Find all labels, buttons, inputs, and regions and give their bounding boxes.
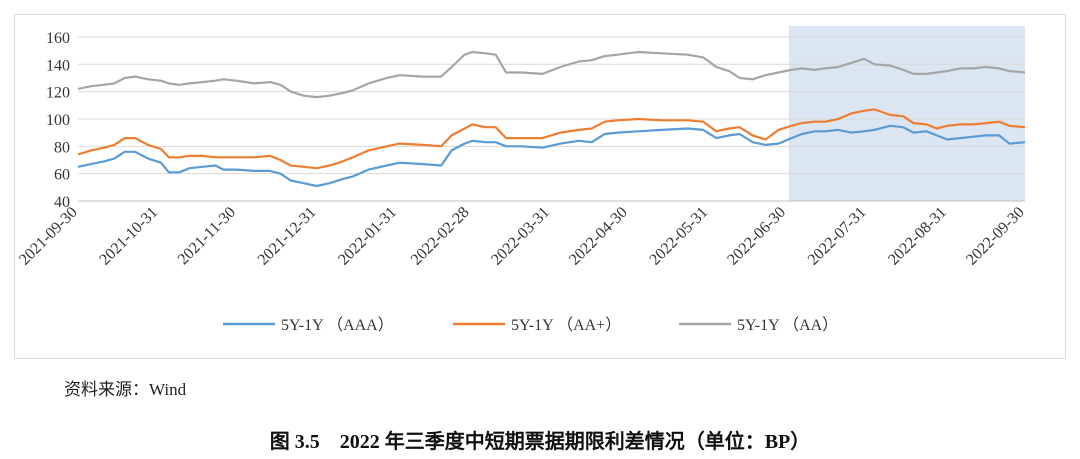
series-line-1 [77, 124, 1026, 188]
x-tick-label: 2022-03-31 [488, 204, 553, 269]
x-tick-label: 2021-12-31 [255, 204, 320, 269]
x-tick-label: 2022-01-31 [335, 204, 400, 269]
x-tick-label: 2021-10-31 [96, 204, 161, 269]
chart-frame: 40 60 80 100 120 140 160 2021-09-30 2021-10-31 20… [14, 14, 1066, 359]
series-line-2 [77, 108, 1026, 170]
legend-label: 5Y-1Y （AAA） [281, 316, 394, 334]
x-tick-label: 2022-05-31 [646, 204, 711, 269]
x-tick-label: 2022-04-30 [566, 204, 631, 269]
y-tick-label: 80 [54, 139, 70, 156]
x-tick-label: 2022-06-30 [724, 204, 789, 269]
x-tick-label: 2022-07-31 [805, 204, 870, 269]
x-tick-label: 2022-09-30 [963, 204, 1028, 269]
y-tick-label: 100 [46, 112, 70, 129]
y-tick-label: 120 [46, 85, 70, 102]
legend-label: 5Y-1Y （AA+） [511, 316, 621, 334]
source-note: 资料来源：Wind [64, 380, 187, 399]
figure-caption: 图 3.5 2022 年三季度中短期票据期限利差情况（单位：BP） [269, 431, 811, 453]
y-tick-label: 160 [46, 30, 70, 47]
legend-label: 5Y-1Y （AA） [737, 316, 838, 334]
highlight-region [788, 26, 1025, 201]
y-tick-label: 140 [46, 57, 70, 74]
x-tick-label: 2022-08-31 [885, 204, 950, 269]
y-tick-label: 40 [54, 194, 70, 211]
x-tick-label: 2022-02-28 [408, 204, 473, 269]
x-tick-label: 2021-11-30 [175, 204, 239, 268]
x-tick-label: 2021-09-30 [16, 204, 81, 269]
y-tick-label: 60 [54, 167, 70, 184]
series-line-3 [77, 50, 1026, 99]
